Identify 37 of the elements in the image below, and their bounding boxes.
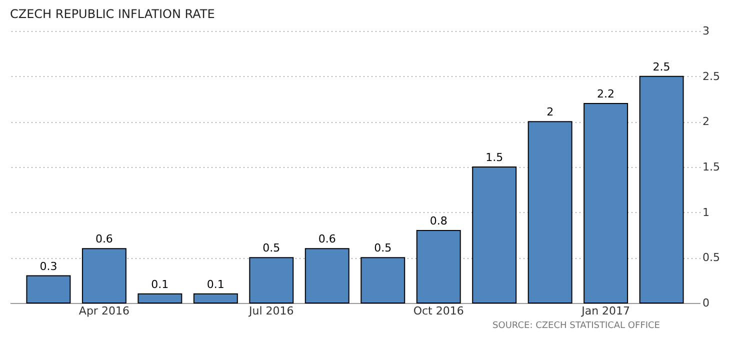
y-tick-label: 2.5	[702, 70, 720, 83]
data-label: 0.5	[262, 242, 280, 255]
data-label: 1.5	[486, 151, 504, 164]
data-label: 2	[546, 106, 554, 119]
bar	[528, 121, 572, 304]
bar	[639, 76, 684, 304]
bar	[360, 257, 406, 304]
data-label: 0.1	[151, 278, 169, 291]
bar	[249, 257, 294, 304]
data-label: 0.6	[318, 232, 336, 246]
bar	[416, 230, 461, 304]
chart-title: CZECH REPUBLIC INFLATION RATE	[10, 7, 215, 21]
y-tick-label: 1.5	[702, 160, 720, 174]
x-tick-label: Oct 2016	[413, 304, 464, 318]
bar	[193, 293, 238, 304]
data-label: 0.6	[95, 232, 113, 246]
source-note: SOURCE: CZECH STATISTICAL OFFICE	[492, 321, 660, 331]
y-tick-label: 0	[702, 296, 710, 310]
x-tick-label: Jul 2016	[248, 304, 294, 318]
data-label: 2.2	[597, 88, 615, 101]
bar	[138, 293, 182, 304]
bar	[82, 248, 126, 304]
data-label: 0.3	[40, 260, 58, 273]
y-tick-label: 2	[702, 115, 710, 128]
x-tick-label: Jan 2017	[580, 304, 630, 318]
bar	[304, 248, 350, 304]
y-tick-label: 3	[702, 24, 710, 38]
bar	[26, 275, 71, 304]
y-tick-label: 0.5	[702, 251, 720, 264]
bar	[584, 103, 628, 304]
bar	[472, 166, 517, 304]
y-tick-label: 1	[702, 206, 710, 219]
data-label: 0.8	[430, 214, 448, 228]
data-label: 2.5	[652, 60, 670, 74]
data-label: 0.5	[374, 242, 392, 255]
x-tick-label: Apr 2016	[78, 304, 130, 318]
data-label: 0.1	[206, 278, 224, 291]
